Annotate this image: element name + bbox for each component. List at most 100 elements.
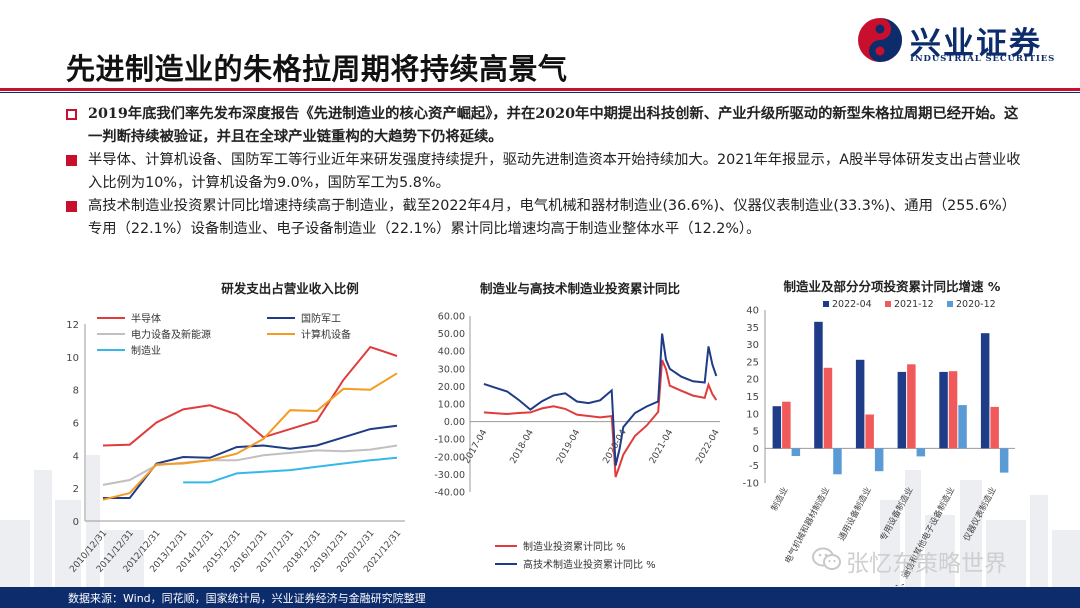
y-tick-label: 10.00 — [438, 400, 465, 411]
y-tick-label: 30.00 — [438, 364, 465, 375]
y-tick-label: 0.00 — [444, 417, 465, 428]
x-tick-label: 制造业 — [769, 485, 791, 513]
y-tick-label: 50.00 — [438, 329, 465, 340]
y-tick-label: 4 — [73, 451, 79, 462]
bullet-text: 高技术制造业投资累计同比增速持续高于制造业，截至2022年4月，电气机械和器材制… — [88, 198, 1016, 237]
y-tick-label: 40.00 — [438, 347, 465, 358]
legend-swatch — [823, 301, 829, 307]
bar — [897, 371, 907, 449]
legend-label: 电力设备及新能源 — [131, 328, 211, 341]
bar — [814, 321, 823, 449]
y-tick-label: 20 — [746, 375, 759, 386]
data-source-note: 数据来源：Wind，同花顺，国家统计局，兴业证券经济与金融研究院整理 — [68, 592, 426, 605]
title-divider-blue — [0, 92, 1080, 93]
investment-yoy-line-chart: 60.00 50.00 40.00 30.00 20.00 10.00 0.00 -10.00… — [434, 312, 722, 572]
y-tick-label: 20.00 — [438, 382, 465, 393]
investment-bar-chart: 40 35 30 25 20 15 10 5 0 -5 -10 2022-04 2021-12 2020-… — [743, 299, 1015, 586]
y-tick-label: -10.00 — [434, 435, 465, 446]
logo-chinese-text: 兴业证券 — [910, 26, 1042, 62]
legend-label: 计算机设备 — [301, 328, 351, 341]
legend-label: 半导体 — [131, 312, 161, 325]
y-tick-label: 10 — [66, 353, 79, 364]
footer-bar: 数据来源：Wind，同花顺，国家统计局，兴业证券经济与金融研究院整理 — [0, 587, 1080, 608]
bullet-list: 2019年底我们率先发布深度报告《先进制造业的核心资产崛起》，并在2020年中期… — [66, 103, 1026, 241]
legend-swatch — [947, 301, 953, 307]
y-tick-label: -30.00 — [434, 470, 465, 481]
page-title: 先进制造业的朱格拉周期将持续高景气 — [66, 52, 568, 86]
bar — [874, 448, 884, 472]
chart3-title: 制造业及部分分项投资累计同比增速 % — [783, 279, 1001, 294]
bullet-item: 半导体、计算机设备、国防军工等行业近年来研发强度持续提升，驱动先进制造资本开始持… — [66, 149, 1026, 195]
y-tick-label: -40.00 — [434, 488, 465, 499]
series-line — [183, 456, 398, 484]
legend-label: 制造业 — [131, 344, 161, 357]
series-line — [102, 372, 398, 501]
y-tick-label: 5 — [753, 427, 759, 438]
legend-label: 高技术制造业投资累计同比 % — [523, 558, 656, 571]
logo-mark-icon — [858, 18, 902, 62]
logo-english-text: INDUSTRIAL SECURITIES — [910, 54, 1056, 64]
bar — [782, 401, 791, 449]
bar — [939, 371, 948, 449]
x-tick-label: 2017-04 — [462, 428, 490, 466]
watermark-text: 张忆东策略世界 — [846, 551, 1007, 577]
legend-label: 2021-12 — [894, 299, 934, 310]
bar — [855, 359, 865, 449]
brand-logo: 兴业证券 INDUSTRIAL SECURITIES — [848, 12, 1072, 66]
bullet-text: 半导体、计算机设备、国防军工等行业近年来研发强度持续提升，驱动先进制造资本开始持… — [88, 152, 1021, 191]
bar — [772, 406, 782, 449]
series-line — [483, 359, 718, 478]
title-divider-red — [0, 88, 1080, 91]
x-tick-label: 通用设备制造业 — [836, 485, 874, 543]
bar — [948, 371, 958, 449]
bar — [990, 406, 999, 449]
y-tick-label: -10 — [743, 479, 759, 490]
y-tick-label: 40 — [746, 306, 759, 317]
bar — [823, 367, 833, 449]
bullet-item: 2019年底我们率先发布深度报告《先进制造业的核心资产崛起》，并在2020年中期… — [66, 103, 1026, 149]
wechat-icon — [812, 547, 841, 570]
bar — [980, 333, 990, 449]
legend-label: 国防军工 — [301, 312, 341, 325]
x-tick-label: 2022-04 — [694, 428, 722, 466]
y-tick-label: 35 — [746, 323, 759, 334]
rd-ratio-line-chart: 0246810122010/12/312011/12/312012/12/312… — [66, 312, 405, 575]
y-tick-label: 15 — [746, 392, 759, 403]
series-line — [102, 444, 398, 486]
bullet-text: 2019年底我们率先发布深度报告《先进制造业的核心资产崛起》，并在2020年中期… — [88, 106, 1019, 145]
y-tick-label: 25 — [746, 357, 759, 368]
y-tick-label: -5 — [749, 461, 759, 472]
legend-swatch — [885, 301, 891, 307]
chart1-title: 研发支出占营业收入比例 — [221, 281, 359, 296]
bullet-item: 高技术制造业投资累计同比增速持续高于制造业，截至2022年4月，电气机械和器材制… — [66, 195, 1026, 241]
bar — [907, 364, 916, 449]
x-tick-label: 2018-04 — [509, 428, 537, 466]
y-tick-label: 30 — [746, 340, 759, 351]
y-tick-label: -20.00 — [434, 452, 465, 463]
x-tick-label: 仪器仪表制造业 — [961, 485, 999, 543]
bar — [916, 448, 926, 457]
y-tick-label: 2 — [73, 484, 79, 495]
bar — [865, 414, 874, 449]
x-tick-label: 专用设备制造业 — [878, 485, 916, 543]
hollow-square-bullet-icon — [66, 109, 77, 120]
legend-label: 制造业投资累计同比 % — [523, 540, 626, 553]
bar — [791, 448, 801, 456]
bar — [958, 405, 967, 449]
bar — [999, 448, 1009, 473]
y-tick-label: 8 — [73, 386, 79, 397]
y-tick-label: 0 — [73, 517, 79, 528]
series-line — [102, 345, 398, 447]
solid-square-bullet-icon — [66, 201, 77, 212]
legend-label: 2020-12 — [956, 299, 996, 310]
y-tick-label: 0 — [753, 444, 759, 455]
x-tick-label: 2021-04 — [648, 428, 676, 466]
legend-label: 2022-04 — [832, 299, 872, 310]
solid-square-bullet-icon — [66, 155, 77, 166]
y-tick-label: 6 — [73, 419, 79, 430]
y-tick-label: 60.00 — [438, 312, 465, 323]
series-line — [483, 333, 718, 466]
y-tick-label: 10 — [746, 409, 759, 420]
chart2-title: 制造业与高技术制造业投资累计同比 — [479, 281, 680, 296]
x-tick-label: 2019-04 — [555, 428, 583, 466]
